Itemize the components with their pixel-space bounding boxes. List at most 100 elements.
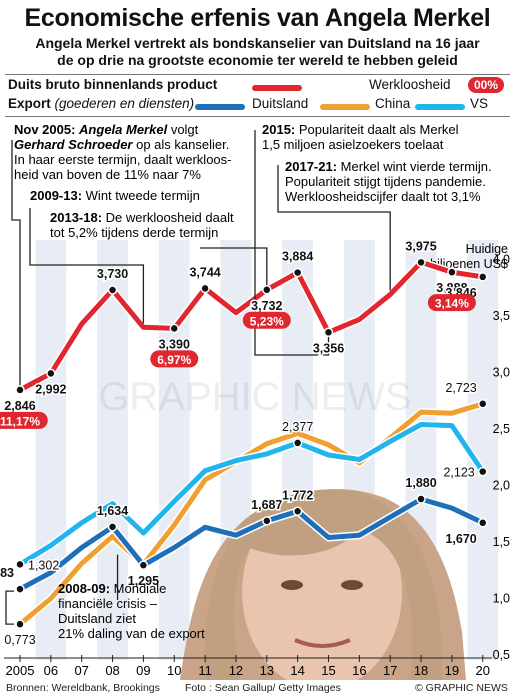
- x-tick-label: 12: [229, 663, 243, 678]
- annotation-text: Merkel wint vierde termijn.: [337, 159, 492, 174]
- unemployment-pill: [0, 411, 48, 429]
- legend-top-rule: [5, 74, 510, 75]
- y-tick-label: 1,0: [493, 592, 510, 606]
- x-tick-label: 13: [260, 663, 274, 678]
- legend-germany-swatch: [195, 104, 245, 110]
- data-point: [46, 368, 56, 379]
- data-label: 3,744: [189, 265, 220, 279]
- data-point: [138, 560, 149, 570]
- footer-brand: © GRAPHIC NEWS: [415, 682, 508, 694]
- data-point: [416, 257, 426, 268]
- y-tick-label: 1,5: [493, 535, 510, 549]
- x-tick-label: 14: [290, 663, 304, 678]
- annotation-4: 2015: Populariteit daalt als Merkel 1,5 m…: [262, 122, 459, 152]
- leader-2017-21: [277, 165, 391, 291]
- leader-2009-13: [29, 208, 145, 324]
- series-line-germany: [17, 496, 486, 592]
- data-point: [478, 518, 488, 528]
- leader-2005-exports: [5, 590, 14, 625]
- annotation-text: Angela Merkel: [78, 122, 168, 137]
- subtitle-line-2: de op drie na grootste economie ter were…: [57, 52, 458, 68]
- annotation-text: 2015:: [262, 122, 295, 137]
- x-axis: 2005 06 07 08 09 10 11 12 13 14 15 16 17 18 19 20: [4, 655, 492, 678]
- legend-gdp-swatch: [252, 85, 302, 91]
- data-point: [262, 516, 272, 526]
- x-tick-label: 19: [445, 663, 459, 678]
- series-line-gdp: [17, 259, 486, 393]
- annotation-1: Nov 2005: Angela Merkel volgt Gerhard Sch…: [14, 122, 231, 182]
- unemployment-pill: [427, 294, 476, 312]
- x-tick-label: 09: [136, 663, 150, 678]
- footer-sources: Bronnen: Wereldbank, Brookings: [6, 682, 160, 694]
- year-stripe: [97, 240, 128, 660]
- annotation-text: 1,5 miljoen asielzoekers toelaat: [262, 137, 444, 152]
- x-tick-label: 15: [321, 663, 335, 678]
- data-label: 3,884: [282, 250, 313, 264]
- watermark: GRAPHIC NEWS: [98, 375, 411, 419]
- legend-us-swatch: [415, 104, 465, 110]
- data-point: [478, 399, 488, 409]
- annotation-text: 2008-09:: [58, 581, 110, 596]
- y-axis-title-line-1: Huidige: [466, 242, 508, 256]
- data-label: 2,377: [282, 420, 313, 434]
- data-point: [478, 466, 488, 477]
- annotation-text: 2009-13:: [30, 188, 82, 203]
- data-label: 2,992: [35, 382, 66, 396]
- leader-2013-18: [200, 247, 268, 286]
- unemployment-label: 11,17%: [0, 414, 40, 428]
- data-point: [447, 267, 457, 277]
- data-label: 3,730: [97, 267, 128, 281]
- data-label: 3,732: [251, 299, 282, 313]
- subtitle-line-1: Angela Merkel vertrekt als bondskanselie…: [35, 35, 480, 51]
- data-label: 3,356: [313, 341, 344, 355]
- legend-us-label: VS: [470, 96, 489, 111]
- annotation-text: Nov 2005:: [14, 122, 79, 137]
- x-tick-label: 2005: [6, 663, 35, 678]
- footer-photo-credit: Foto : Sean Gallup/ Getty Images: [185, 682, 341, 694]
- leader-nov-2005: [11, 140, 21, 386]
- legend-export-label: Export: [8, 96, 51, 111]
- annotation-text: volgt: [167, 122, 198, 137]
- x-tick-label: 07: [74, 663, 88, 678]
- legend-export: Export (goederen en diensten): [8, 96, 194, 111]
- data-label: 1,295: [128, 574, 159, 588]
- data-label: 2,723: [445, 381, 476, 395]
- x-tick-label: 18: [414, 663, 428, 678]
- annotation-text: op als kanselier.: [133, 137, 230, 152]
- x-tick-label: 10: [167, 663, 181, 678]
- y-tick-label: 0,5: [493, 648, 510, 662]
- x-tick-label: 20: [476, 663, 490, 678]
- legend-gdp-label: Duits bruto binnenlands product: [8, 77, 218, 92]
- y-tick-label: 3,5: [493, 309, 510, 323]
- annotation-text: financiële crisis –: [58, 596, 158, 611]
- x-tick-label: 16: [352, 663, 366, 678]
- annotation-text: tot 5,2% tijdens derde termijn: [50, 225, 218, 240]
- unemployment-label: 3,14%: [435, 297, 469, 311]
- data-point: [323, 327, 334, 338]
- data-label: 2,846: [4, 399, 35, 413]
- legend-unemployment-label: Werkloosheid: [369, 77, 451, 92]
- annotation-text: 2013-18:: [50, 210, 102, 225]
- data-label: 0,773: [4, 633, 35, 647]
- unemployment-pill: [150, 350, 199, 368]
- legend-china-label: China: [375, 96, 411, 111]
- data-label: 1,302: [28, 558, 59, 572]
- data-point: [169, 323, 179, 334]
- data-point: [200, 283, 210, 294]
- annotation-text: Gerhard Schroeder: [14, 137, 133, 152]
- legend-china-swatch: [320, 104, 370, 110]
- x-tick-label: 17: [383, 663, 397, 678]
- data-point: [292, 438, 303, 448]
- data-point: [262, 285, 272, 295]
- data-points: [15, 257, 488, 629]
- chart-title: Economische erfenis van Angela Merkel: [24, 4, 491, 32]
- data-label: 2,123: [443, 466, 474, 480]
- data-point: [15, 584, 25, 594]
- legend-germany-label: Duitsland: [252, 96, 309, 111]
- annotation-5: 2017-21: Merkel wint vierde termijn. Popu…: [285, 159, 492, 204]
- unemployment-label: 5,23%: [250, 314, 284, 328]
- annotation-text: 21% daling van de export: [58, 626, 205, 641]
- y-tick-label: 2,5: [493, 422, 510, 436]
- data-label: 3,888: [436, 281, 467, 295]
